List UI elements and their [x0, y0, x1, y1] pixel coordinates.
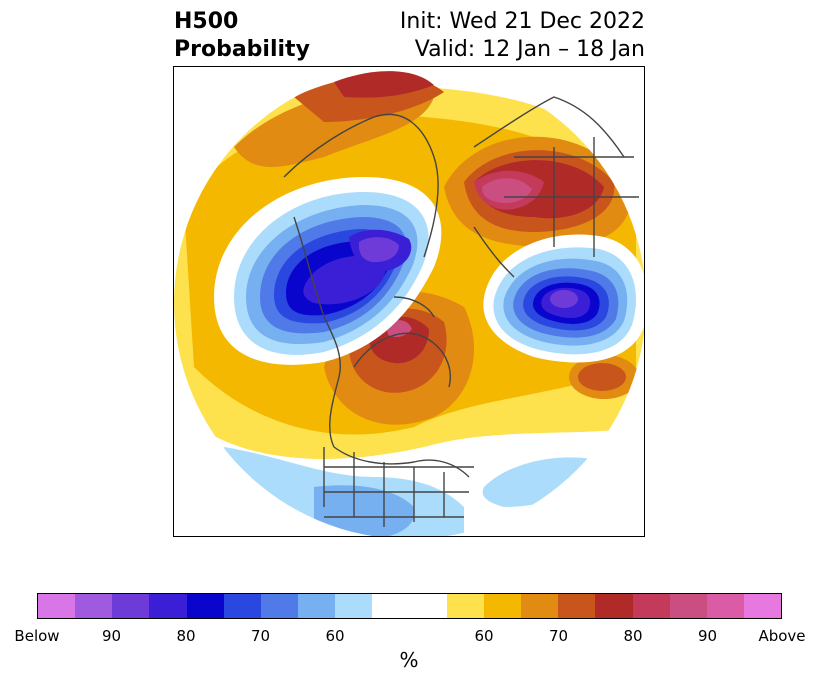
- colorbar-tick-label: 70: [548, 627, 569, 645]
- colorbar-swatch: [298, 594, 336, 618]
- colorbar-swatch: [521, 594, 559, 618]
- colorbar-swatch: [558, 594, 596, 618]
- colorbar-swatch: [75, 594, 113, 618]
- colorbar-swatch: [223, 594, 261, 618]
- colorbar-tick-label: Below: [14, 627, 60, 645]
- map-title: H500 Probability: [174, 8, 310, 64]
- colorbar-tick-label: 60: [325, 627, 345, 645]
- colorbar-swatch: [595, 594, 633, 618]
- colorbar-tick-label: 60: [474, 627, 494, 645]
- colorbar-tick-label: 70: [250, 627, 271, 645]
- coastlines: [283, 96, 639, 527]
- colorbar-swatch: [38, 594, 76, 618]
- colorbar-tick-label: 80: [623, 627, 643, 645]
- polar-map-svg: [174, 67, 644, 536]
- init-date: Init: Wed 21 Dec 2022: [399, 9, 645, 34]
- colorbar-swatch: [372, 594, 410, 618]
- colorbar-swatch: [706, 594, 744, 618]
- colorbar-unit: %: [399, 648, 419, 672]
- colorbar-swatch: [335, 594, 373, 618]
- colorbar-tick-label: 90: [101, 627, 122, 645]
- colorbar-swatch: [112, 594, 150, 618]
- colorbar-swatch: [260, 594, 299, 618]
- colorbar-swatch: [149, 594, 187, 618]
- probability-map: [173, 66, 645, 537]
- colorbar: [37, 593, 782, 619]
- colorbar-swatch: [669, 594, 707, 618]
- forecast-dates: Init: Wed 21 Dec 2022 Valid: 12 Jan – 18…: [400, 8, 645, 64]
- colorbar-swatch: [483, 594, 522, 618]
- title-line-1: H500: [174, 9, 239, 34]
- colorbar-tick-label: 80: [176, 627, 196, 645]
- colorbar-tick-label: Above: [758, 627, 806, 645]
- title-line-2: Probability: [174, 37, 310, 62]
- colorbar-swatch: [409, 594, 447, 618]
- valid-date: Valid: 12 Jan – 18 Jan: [414, 37, 645, 62]
- colorbar-swatch: [743, 594, 782, 618]
- probability-field: [174, 67, 644, 536]
- colorbar-swatch: [446, 594, 484, 618]
- colorbar-swatch: [186, 594, 224, 618]
- colorbar-tick-label: 90: [697, 627, 718, 645]
- colorbar-swatch: [632, 594, 670, 618]
